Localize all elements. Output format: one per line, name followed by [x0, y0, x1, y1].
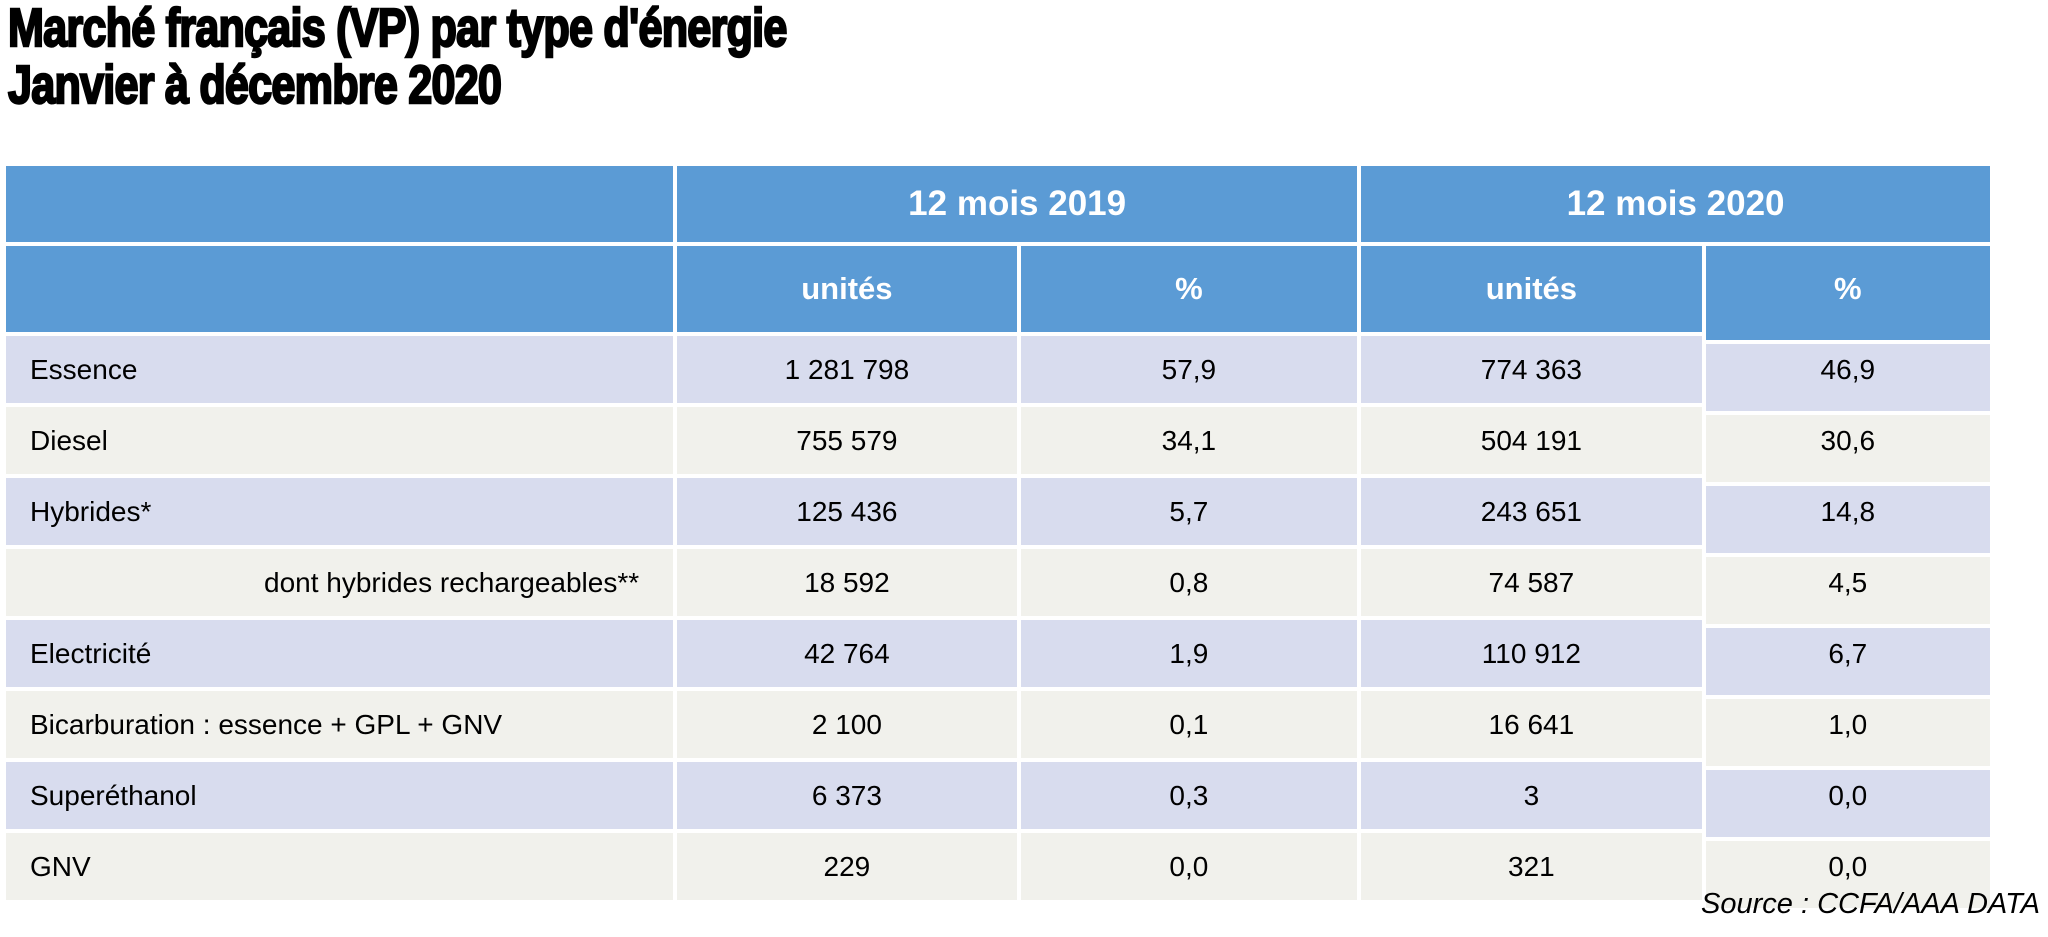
table-row: Bicarburation : essence + GPL + GNV 2 10…	[6, 691, 1991, 766]
row-label: dont hybrides rechargeables**	[6, 549, 674, 616]
cell-unites-2020: 110 912	[1361, 620, 1702, 687]
cell-percent-2019: 34,1	[1020, 407, 1358, 474]
cell-unites-2019: 6 373	[677, 762, 1017, 829]
corner-header-cell-top	[6, 166, 674, 242]
cell-percent-2019: 57,9	[1020, 336, 1358, 403]
cell-percent-2020: 0,0	[1705, 833, 1991, 908]
cell-unites-2020: 504 191	[1361, 407, 1702, 474]
cell-unites-2020: 16 641	[1361, 691, 1702, 758]
title-line-2: Janvier à décembre 2020	[7, 55, 503, 115]
cell-unites-2019: 42 764	[677, 620, 1017, 687]
cell-unites-2019: 1 281 798	[677, 336, 1017, 403]
cell-percent-2020: 46,9	[1705, 336, 1991, 411]
row-label: Hybrides*	[6, 478, 674, 545]
table-row: dont hybrides rechargeables** 18 592 0,8…	[6, 549, 1991, 624]
col-header-unites-2020: unités	[1361, 246, 1702, 332]
row-label: GNV	[6, 833, 674, 900]
title-line-1: Marché français (VP) par type d'énergie	[7, 0, 788, 58]
cell-percent-2019: 0,3	[1020, 762, 1358, 829]
col-header-percent-2019: %	[1020, 246, 1358, 332]
row-label: Essence	[6, 336, 674, 403]
cell-unites-2019: 229	[677, 833, 1017, 900]
cell-unites-2020: 74 587	[1361, 549, 1702, 616]
group-header-row: 12 mois 2019 12 mois 2020	[6, 166, 1990, 242]
row-label: Superéthanol	[6, 762, 674, 829]
col-group-2020: 12 mois 2020	[1361, 166, 1990, 242]
energy-type-table: 12 mois 2019 12 mois 2020 unités % unité…	[2, 162, 1994, 908]
cell-unites-2019: 755 579	[677, 407, 1017, 474]
cell-unites-2020: 321	[1361, 833, 1702, 900]
cell-unites-2020: 3	[1361, 762, 1702, 829]
col-header-unites-2019: unités	[677, 246, 1017, 332]
source-note: Source : CCFA/AAA DATA	[1701, 888, 2040, 920]
row-label: Diesel	[6, 407, 674, 474]
sub-header-row: unités % unités %	[6, 246, 1991, 340]
cell-percent-2020: 0,0	[1705, 762, 1991, 837]
page-title: Marché français (VP) par type d'énergie …	[7, 0, 788, 115]
cell-percent-2020: 30,6	[1705, 407, 1991, 482]
cell-percent-2019: 0,0	[1020, 833, 1358, 900]
cell-unites-2020: 774 363	[1361, 336, 1702, 403]
table-row: Diesel 755 579 34,1 504 191 30,6	[6, 407, 1991, 482]
corner-header-cell-bottom	[6, 246, 674, 332]
cell-percent-2019: 0,1	[1020, 691, 1358, 758]
col-group-2019: 12 mois 2019	[677, 166, 1358, 242]
cell-percent-2019: 1,9	[1020, 620, 1358, 687]
table-row: GNV 229 0,0 321 0,0	[6, 833, 1991, 908]
cell-percent-2019: 5,7	[1020, 478, 1358, 545]
cell-percent-2019: 0,8	[1020, 549, 1358, 616]
table-row: Essence 1 281 798 57,9 774 363 46,9	[6, 336, 1991, 411]
cell-percent-2020: 14,8	[1705, 478, 1991, 553]
row-label: Bicarburation : essence + GPL + GNV	[6, 691, 674, 758]
cell-unites-2019: 125 436	[677, 478, 1017, 545]
cell-percent-2020: 4,5	[1705, 549, 1991, 624]
table-row: Superéthanol 6 373 0,3 3 0,0	[6, 762, 1991, 837]
table-row: Electricité 42 764 1,9 110 912 6,7	[6, 620, 1991, 695]
table-row: Hybrides* 125 436 5,7 243 651 14,8	[6, 478, 1991, 553]
cell-unites-2019: 18 592	[677, 549, 1017, 616]
col-header-percent-2020: %	[1705, 246, 1991, 340]
row-label: Electricité	[6, 620, 674, 687]
cell-unites-2020: 243 651	[1361, 478, 1702, 545]
cell-unites-2019: 2 100	[677, 691, 1017, 758]
cell-percent-2020: 6,7	[1705, 620, 1991, 695]
cell-percent-2020: 1,0	[1705, 691, 1991, 766]
